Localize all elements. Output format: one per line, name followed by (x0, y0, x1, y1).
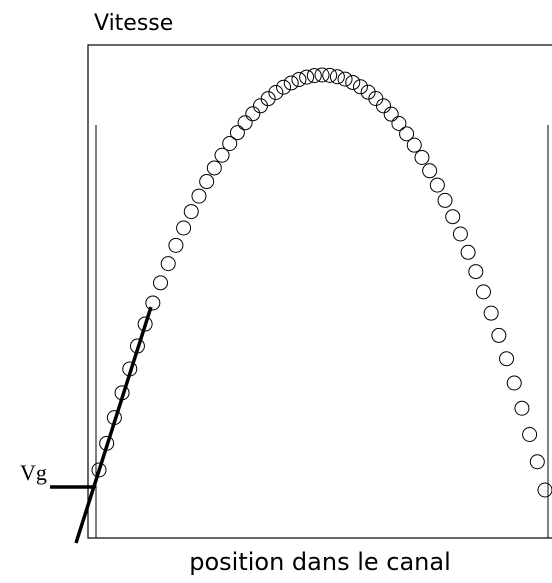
point (245, 106, 261, 122)
point (345, 74, 361, 90)
point (145, 295, 161, 311)
point (268, 84, 284, 100)
point (406, 137, 422, 153)
point (422, 163, 438, 179)
point (445, 209, 461, 225)
point (214, 147, 230, 163)
point (468, 264, 484, 280)
point (475, 284, 491, 300)
point (314, 67, 330, 83)
point (383, 106, 399, 122)
point (168, 237, 184, 253)
point (183, 204, 199, 220)
point (360, 84, 376, 100)
point (176, 220, 192, 236)
point (322, 67, 338, 83)
point (506, 375, 522, 391)
point (252, 98, 268, 114)
point (352, 79, 368, 95)
point (91, 462, 107, 478)
point (391, 116, 407, 132)
point (299, 69, 315, 85)
tangent-line (74, 306, 153, 544)
point (199, 174, 215, 190)
point (337, 71, 353, 87)
point (537, 482, 552, 498)
frame (87, 44, 552, 539)
title: Vitesse (94, 11, 173, 36)
point (291, 72, 307, 88)
point (414, 149, 430, 165)
point (191, 188, 207, 204)
point (329, 69, 345, 85)
point (399, 126, 415, 142)
point (452, 226, 468, 242)
point (153, 275, 169, 291)
point (522, 426, 538, 442)
point (306, 68, 322, 84)
x-label: position dans le canal (189, 548, 451, 576)
point (483, 305, 499, 321)
point (499, 351, 515, 367)
point (529, 454, 545, 470)
vg-label: Vg (20, 460, 47, 485)
point (229, 125, 245, 141)
point (437, 192, 453, 208)
point (429, 177, 445, 193)
point (283, 75, 299, 91)
point (460, 244, 476, 260)
point (491, 327, 507, 343)
point (160, 256, 176, 272)
point (276, 79, 292, 95)
point (260, 91, 276, 107)
velocity-points (91, 67, 552, 498)
point (376, 98, 392, 114)
point (237, 115, 253, 131)
point (222, 135, 238, 151)
point (514, 400, 530, 416)
point (206, 160, 222, 176)
